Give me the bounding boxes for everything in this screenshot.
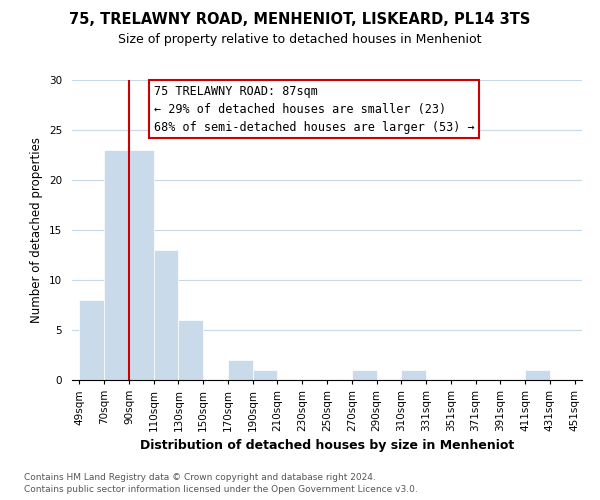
- Bar: [253, 370, 277, 380]
- Bar: [79, 300, 104, 380]
- Text: Contains public sector information licensed under the Open Government Licence v3: Contains public sector information licen…: [24, 485, 418, 494]
- Text: 75 TRELAWNY ROAD: 87sqm
← 29% of detached houses are smaller (23)
68% of semi-de: 75 TRELAWNY ROAD: 87sqm ← 29% of detache…: [154, 84, 474, 134]
- Bar: [352, 370, 377, 380]
- X-axis label: Distribution of detached houses by size in Menheniot: Distribution of detached houses by size …: [140, 440, 514, 452]
- Bar: [104, 150, 129, 380]
- Bar: [129, 150, 154, 380]
- Text: Size of property relative to detached houses in Menheniot: Size of property relative to detached ho…: [118, 32, 482, 46]
- Bar: [401, 370, 426, 380]
- Bar: [154, 250, 178, 380]
- Bar: [178, 320, 203, 380]
- Bar: [228, 360, 253, 380]
- Text: Contains HM Land Registry data © Crown copyright and database right 2024.: Contains HM Land Registry data © Crown c…: [24, 472, 376, 482]
- Y-axis label: Number of detached properties: Number of detached properties: [31, 137, 43, 323]
- Text: 75, TRELAWNY ROAD, MENHENIOT, LISKEARD, PL14 3TS: 75, TRELAWNY ROAD, MENHENIOT, LISKEARD, …: [70, 12, 530, 28]
- Bar: [525, 370, 550, 380]
